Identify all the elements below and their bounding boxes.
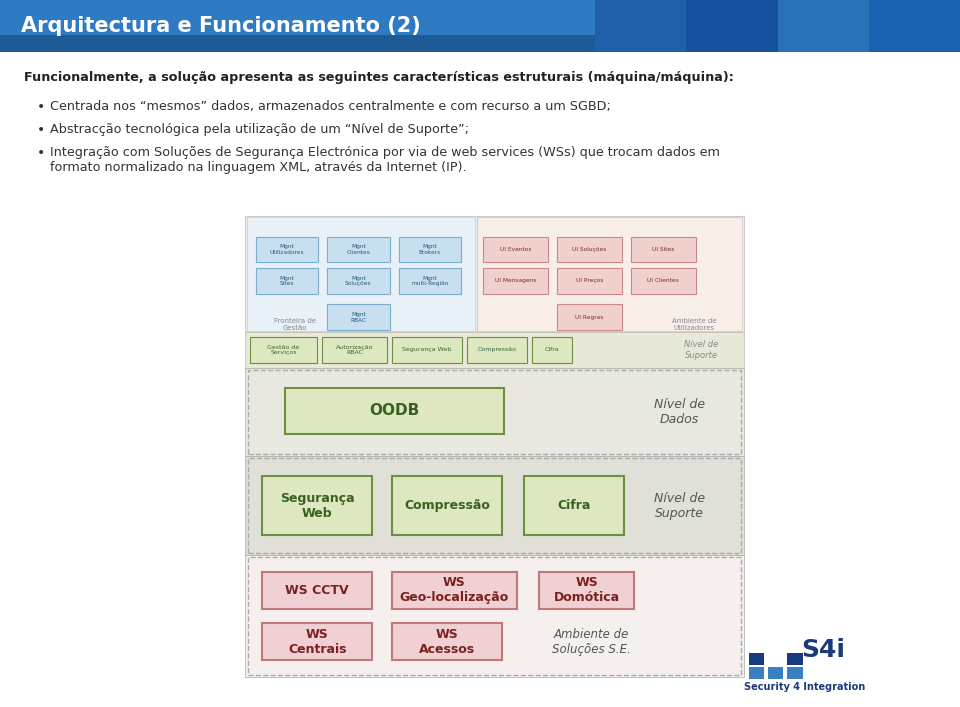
FancyBboxPatch shape xyxy=(778,0,869,52)
Text: S4i: S4i xyxy=(802,638,846,662)
Text: UI Sites: UI Sites xyxy=(652,247,674,252)
FancyBboxPatch shape xyxy=(787,667,803,679)
Text: Mgnt
Utilizadores: Mgnt Utilizadores xyxy=(270,244,304,255)
FancyBboxPatch shape xyxy=(323,337,387,363)
Text: Segurança Web: Segurança Web xyxy=(402,347,451,353)
Text: UI Eventos: UI Eventos xyxy=(499,247,531,252)
FancyBboxPatch shape xyxy=(327,237,390,262)
FancyBboxPatch shape xyxy=(869,0,960,52)
Text: Gestão de
Serviços: Gestão de Serviços xyxy=(268,344,300,356)
Text: UI Clientes: UI Clientes xyxy=(647,279,679,284)
Text: Nível de
Dados: Nível de Dados xyxy=(654,398,706,426)
FancyBboxPatch shape xyxy=(327,268,390,294)
FancyBboxPatch shape xyxy=(392,476,502,535)
Text: Compressão: Compressão xyxy=(477,347,516,353)
Text: Abstracção tecnológica pela utilização de um “Nível de Suporte”;: Abstracção tecnológica pela utilização d… xyxy=(50,123,468,136)
Text: WS
Centrais: WS Centrais xyxy=(288,628,347,656)
FancyBboxPatch shape xyxy=(0,0,595,35)
Text: Integração com Soluções de Segurança Electrónica por via de web services (WSs) q: Integração com Soluções de Segurança Ele… xyxy=(50,146,720,174)
FancyBboxPatch shape xyxy=(255,268,318,294)
Text: WS CCTV: WS CCTV xyxy=(285,584,349,597)
Text: UI Soluções: UI Soluções xyxy=(572,247,607,252)
FancyBboxPatch shape xyxy=(631,268,696,294)
FancyBboxPatch shape xyxy=(245,456,744,555)
FancyBboxPatch shape xyxy=(392,572,516,609)
Text: Funcionalmente, a solução apresenta as seguintes características estruturais (má: Funcionalmente, a solução apresenta as s… xyxy=(24,71,733,83)
Text: UI Regras: UI Regras xyxy=(575,315,604,320)
FancyBboxPatch shape xyxy=(557,304,622,330)
Text: Mgnt
Brokers: Mgnt Brokers xyxy=(419,244,441,255)
Text: Arquitectura e Funcionamento (2): Arquitectura e Funcionamento (2) xyxy=(21,16,420,36)
FancyBboxPatch shape xyxy=(540,572,635,609)
FancyBboxPatch shape xyxy=(262,476,372,535)
Text: Security 4 Integration: Security 4 Integration xyxy=(744,682,865,691)
FancyBboxPatch shape xyxy=(392,337,462,363)
Text: Autorização
RBAC: Autorização RBAC xyxy=(336,344,373,356)
FancyBboxPatch shape xyxy=(524,476,624,535)
FancyBboxPatch shape xyxy=(749,667,764,679)
FancyBboxPatch shape xyxy=(255,237,318,262)
FancyBboxPatch shape xyxy=(245,216,744,332)
FancyBboxPatch shape xyxy=(392,624,502,660)
FancyBboxPatch shape xyxy=(467,337,527,363)
Text: Cifra: Cifra xyxy=(558,499,591,512)
FancyBboxPatch shape xyxy=(686,0,778,52)
Text: Ambiente de
Soluções S.E.: Ambiente de Soluções S.E. xyxy=(552,628,631,656)
FancyBboxPatch shape xyxy=(631,237,696,262)
Text: OODB: OODB xyxy=(370,404,420,419)
Text: •: • xyxy=(36,123,45,137)
Text: Centrada nos “mesmos” dados, armazenados centralmente e com recurso a um SGBD;: Centrada nos “mesmos” dados, armazenados… xyxy=(50,100,611,113)
FancyBboxPatch shape xyxy=(262,572,372,609)
Text: Cifra: Cifra xyxy=(544,347,559,353)
Text: Mgnt
Sites: Mgnt Sites xyxy=(279,276,295,286)
Text: Mgnt
multi-Região: Mgnt multi-Região xyxy=(411,276,448,286)
Text: Fronteira de
Gestão: Fronteira de Gestão xyxy=(274,318,316,331)
FancyBboxPatch shape xyxy=(557,237,622,262)
Text: •: • xyxy=(36,100,45,115)
FancyBboxPatch shape xyxy=(532,337,572,363)
Text: UI Mensagens: UI Mensagens xyxy=(494,279,536,284)
FancyBboxPatch shape xyxy=(245,368,744,456)
Text: Mgnt
Soluções: Mgnt Soluções xyxy=(345,276,372,286)
Text: Nível de
Suporte: Nível de Suporte xyxy=(684,340,718,360)
Text: Mgnt
RBAC: Mgnt RBAC xyxy=(350,312,367,322)
Text: Nível de
Suporte: Nível de Suporte xyxy=(654,491,706,520)
FancyBboxPatch shape xyxy=(245,332,744,368)
FancyBboxPatch shape xyxy=(327,304,390,330)
FancyBboxPatch shape xyxy=(768,667,783,679)
Text: •: • xyxy=(36,146,45,160)
FancyBboxPatch shape xyxy=(398,268,461,294)
Text: Compressão: Compressão xyxy=(404,499,490,512)
FancyBboxPatch shape xyxy=(477,217,742,331)
Text: UI Preços: UI Preços xyxy=(576,279,603,284)
FancyBboxPatch shape xyxy=(245,555,744,677)
FancyBboxPatch shape xyxy=(262,624,372,660)
FancyBboxPatch shape xyxy=(557,268,622,294)
FancyBboxPatch shape xyxy=(483,268,548,294)
Text: Ambiente de
Utilizadores: Ambiente de Utilizadores xyxy=(672,318,716,331)
Text: WS
Acessos: WS Acessos xyxy=(419,628,475,656)
Text: Segurança
Web: Segurança Web xyxy=(280,491,354,520)
FancyBboxPatch shape xyxy=(247,217,475,331)
FancyBboxPatch shape xyxy=(787,653,803,665)
Text: WS
Geo-localização: WS Geo-localização xyxy=(399,576,509,604)
FancyBboxPatch shape xyxy=(0,0,960,52)
Text: WS
Domótica: WS Domótica xyxy=(554,576,620,604)
FancyBboxPatch shape xyxy=(595,0,686,52)
FancyBboxPatch shape xyxy=(483,237,548,262)
Text: Mgnt
Clientes: Mgnt Clientes xyxy=(347,244,371,255)
FancyBboxPatch shape xyxy=(250,337,317,363)
FancyBboxPatch shape xyxy=(285,388,504,434)
FancyBboxPatch shape xyxy=(398,237,461,262)
FancyBboxPatch shape xyxy=(749,653,764,665)
